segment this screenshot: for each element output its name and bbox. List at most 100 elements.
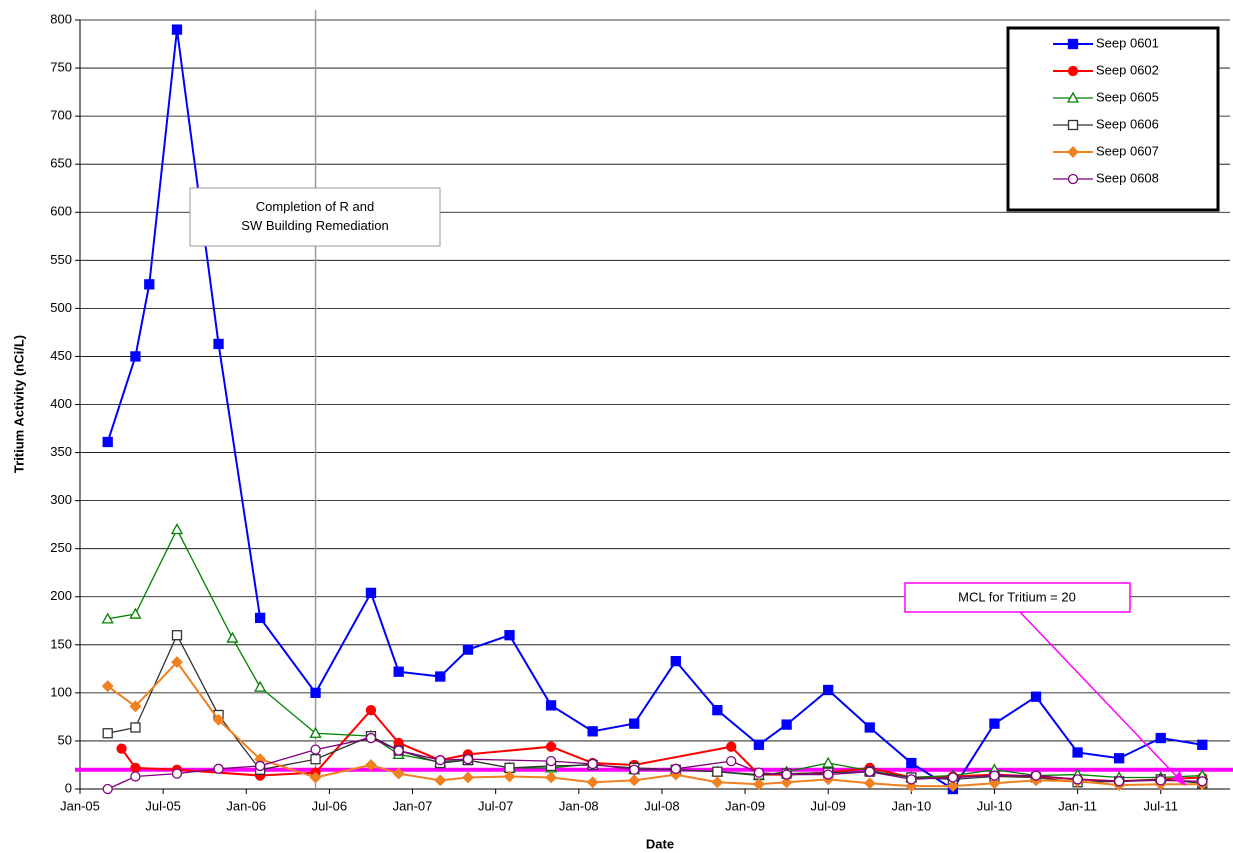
- data-point: [781, 719, 792, 730]
- data-point: [1197, 739, 1208, 750]
- data-point: [670, 656, 681, 667]
- data-point: [171, 656, 183, 669]
- data-point: [823, 684, 834, 696]
- y-tick-label: 50: [58, 732, 72, 747]
- x-axis-title: Date: [646, 836, 674, 851]
- data-point: [310, 754, 321, 765]
- data-point: [906, 757, 917, 769]
- legend-marker: [1067, 146, 1079, 158]
- data-point: [545, 741, 557, 752]
- data-point: [726, 741, 737, 752]
- data-point: [989, 770, 1000, 781]
- x-tick-label: Jul-11: [1143, 798, 1177, 813]
- data-point: [365, 587, 377, 599]
- y-tick-label: 700: [50, 108, 72, 123]
- data-point: [309, 726, 322, 738]
- data-point: [629, 764, 640, 775]
- data-point: [102, 783, 113, 795]
- y-tick-label: 400: [50, 396, 72, 411]
- x-tick-label: Jul-08: [644, 798, 679, 813]
- data-point: [434, 774, 447, 787]
- x-tick-label: Jan-05: [60, 798, 100, 813]
- data-point: [988, 777, 1001, 790]
- data-point: [726, 755, 737, 767]
- data-point: [171, 630, 183, 641]
- data-point: [212, 713, 225, 726]
- annotation-text-line: Completion of R and: [256, 199, 375, 214]
- legend-label: Seep 0608: [1096, 170, 1159, 185]
- data-point: [310, 687, 321, 699]
- data-point: [130, 722, 141, 733]
- data-point: [1197, 776, 1208, 787]
- x-tick-label: Jan-11: [1058, 798, 1097, 813]
- series-line: [107, 528, 1203, 779]
- data-point: [712, 766, 723, 777]
- data-point: [752, 778, 765, 791]
- data-point: [171, 24, 183, 35]
- data-point: [213, 338, 224, 350]
- data-point: [947, 772, 959, 783]
- data-point: [1155, 732, 1166, 744]
- x-tick-label: Jan-10: [891, 798, 931, 813]
- data-point: [130, 351, 141, 362]
- data-point: [130, 771, 141, 782]
- data-point: [365, 705, 377, 716]
- legend-marker: [1067, 119, 1079, 131]
- data-point: [711, 776, 724, 789]
- annotation-box: [189, 187, 441, 247]
- annotation-text: MCL for Tritium = 20: [958, 589, 1076, 604]
- y-axis-title: Tritium Activity (nCi/L): [11, 335, 26, 473]
- data-point: [309, 771, 322, 784]
- data-point: [435, 671, 446, 682]
- data-point: [254, 680, 267, 692]
- data-point: [254, 612, 266, 624]
- legend-label: Seep 0607: [1096, 143, 1159, 158]
- data-point: [864, 766, 875, 777]
- data-point: [102, 728, 113, 739]
- data-point: [365, 759, 377, 771]
- y-tick-label: 300: [50, 492, 72, 507]
- data-point: [310, 744, 321, 755]
- x-tick-label: Jan-07: [393, 798, 433, 813]
- data-point: [116, 743, 127, 754]
- x-tick-label: Jul-10: [977, 798, 1012, 813]
- data-point: [670, 763, 681, 774]
- x-tick-label: Jul-09: [810, 798, 845, 813]
- data-point: [129, 700, 142, 713]
- annotation-arrowhead: [1172, 771, 1186, 786]
- data-point: [1030, 770, 1042, 781]
- data-point: [946, 780, 959, 793]
- annotation-text: Completion of R and SW Building Remediati…: [241, 199, 388, 233]
- data-point: [462, 644, 474, 655]
- data-point: [102, 436, 113, 448]
- data-point: [1072, 747, 1083, 758]
- data-point: [503, 770, 516, 783]
- data-point: [213, 763, 224, 774]
- y-tick-label: 0: [65, 780, 72, 795]
- data-point: [780, 776, 793, 789]
- x-tick-label: Jul-05: [145, 798, 180, 813]
- legend-marker: [1067, 38, 1079, 50]
- data-point: [130, 762, 141, 774]
- legend-box: [1006, 26, 1220, 212]
- data-point: [1030, 691, 1042, 702]
- x-tick-label: Jan-06: [226, 798, 266, 813]
- y-tick-label: 250: [50, 540, 72, 555]
- data-point: [101, 680, 114, 693]
- data-point: [462, 754, 474, 765]
- data-point: [753, 739, 765, 750]
- data-point: [393, 745, 404, 756]
- data-point: [587, 726, 598, 737]
- legend-label: Seep 0606: [1096, 116, 1159, 131]
- data-point: [129, 607, 142, 619]
- data-point: [864, 722, 875, 733]
- legend-marker: [1067, 65, 1079, 77]
- y-tick-label: 200: [50, 588, 72, 603]
- data-point: [226, 631, 239, 643]
- legend-label: Seep 0601: [1096, 35, 1159, 50]
- data-point: [171, 768, 183, 779]
- y-tick-label: 800: [50, 11, 72, 26]
- data-point: [781, 769, 792, 780]
- series-line: [107, 660, 1203, 788]
- data-point: [392, 767, 405, 780]
